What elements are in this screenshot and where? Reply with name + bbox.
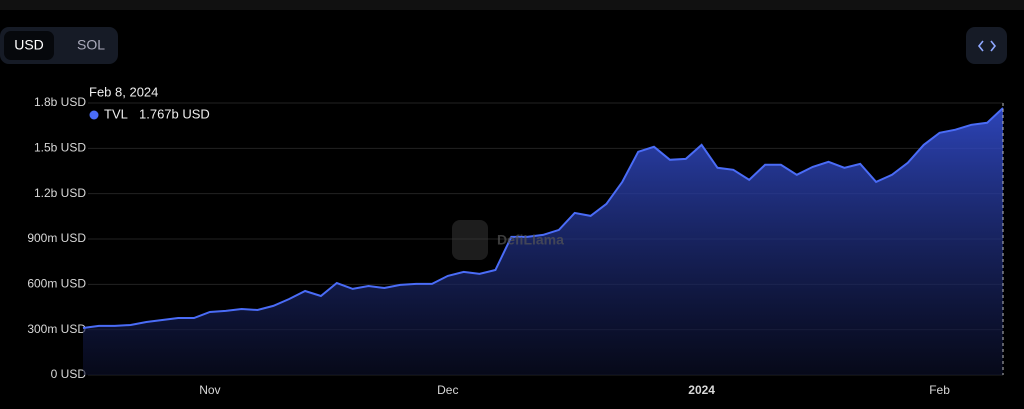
x-tick-label: Feb bbox=[929, 383, 950, 397]
line bbox=[82, 107, 1004, 329]
y-tick-label: 900m USD bbox=[27, 231, 86, 245]
y-tick-label: 600m USD bbox=[27, 277, 86, 291]
currency-option[interactable]: SOL bbox=[77, 37, 105, 53]
y-tick-label: 1.8b USD bbox=[34, 95, 86, 109]
currency-option-selected[interactable] bbox=[4, 31, 54, 60]
top-bar bbox=[0, 0, 1024, 10]
tooltip-value: 1.767b USD bbox=[139, 106, 210, 121]
embed-button[interactable] bbox=[966, 27, 1007, 64]
tooltip-marker bbox=[89, 110, 99, 120]
y-tick-label: 1.2b USD bbox=[34, 186, 86, 200]
y-tick-label: 1.5b USD bbox=[34, 141, 86, 155]
tooltip-title: Feb 8, 2024 bbox=[89, 84, 158, 99]
watermark-logo bbox=[452, 220, 488, 260]
y-tick-label: 0 USD bbox=[51, 367, 87, 381]
y-tick-label: 300m USD bbox=[27, 322, 86, 336]
watermark: DefiLlama bbox=[497, 232, 564, 248]
x-tick-label: 2024 bbox=[688, 383, 715, 397]
x-tick-label: Dec bbox=[437, 383, 458, 397]
legend-label: TVL bbox=[104, 106, 128, 121]
area bbox=[83, 108, 1003, 375]
currency-option[interactable]: USD bbox=[14, 37, 44, 53]
plot: 0 USD 300m USD 600m USD 900m USD 1.2b USD 1.5… bbox=[27, 95, 1004, 397]
x-tick-label: Nov bbox=[199, 383, 220, 397]
embed-icon bbox=[977, 40, 997, 52]
